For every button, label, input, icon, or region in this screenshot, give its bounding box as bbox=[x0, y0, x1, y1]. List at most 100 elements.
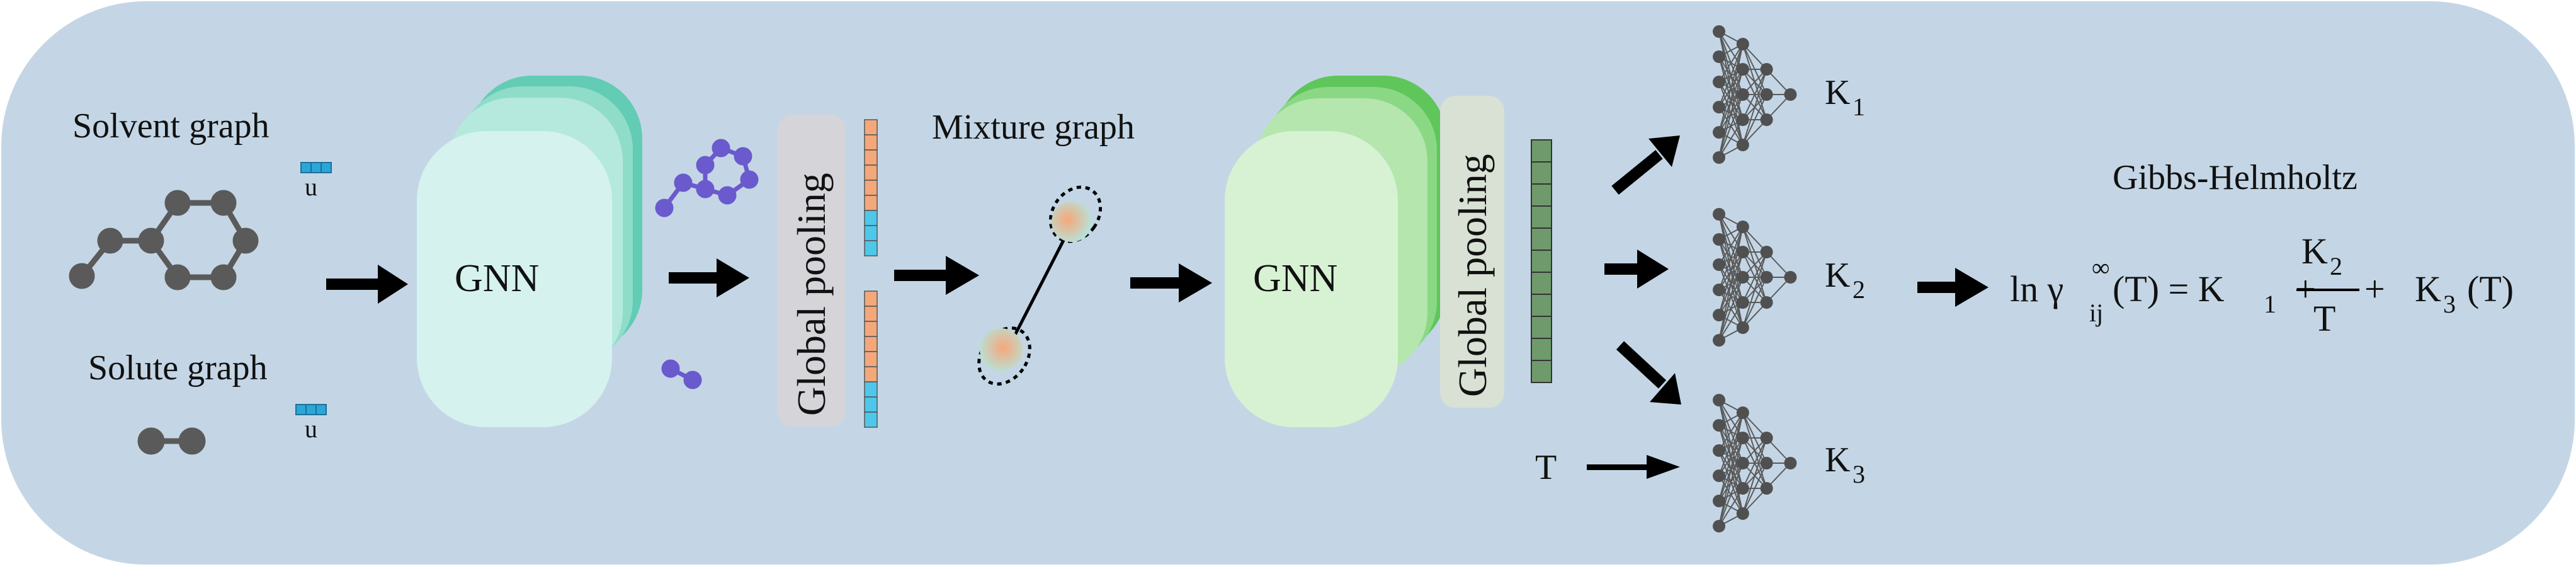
nn-edge bbox=[1718, 226, 1744, 265]
solvent-graph-label: Solvent graph bbox=[72, 106, 270, 146]
pooled-vector-solute bbox=[864, 290, 878, 428]
nn-node bbox=[1760, 113, 1773, 126]
nn-node bbox=[1760, 88, 1773, 101]
global-pooling-2: Global pooling bbox=[1440, 96, 1504, 408]
nn-edge bbox=[1718, 226, 1744, 341]
nn-node bbox=[1713, 50, 1725, 63]
nn-node bbox=[1713, 309, 1725, 321]
eq-denominator: T bbox=[2313, 298, 2335, 339]
nn-edge bbox=[1718, 226, 1744, 290]
nn-node bbox=[1713, 25, 1725, 38]
nn-node bbox=[1713, 495, 1725, 507]
nn-node bbox=[1760, 246, 1773, 258]
nn-node bbox=[1713, 101, 1725, 113]
nn-edge bbox=[1718, 43, 1744, 108]
nn-node bbox=[1713, 126, 1725, 139]
nn-node bbox=[1760, 63, 1773, 76]
nn-node bbox=[1760, 271, 1773, 284]
neural-network-k1 bbox=[1713, 25, 1797, 164]
k3-label: K bbox=[1825, 440, 1850, 480]
nn-edge bbox=[1718, 488, 1744, 527]
nn-node bbox=[1713, 444, 1725, 457]
nn-node bbox=[1713, 469, 1725, 482]
nn-node bbox=[1736, 296, 1749, 309]
nn-node bbox=[1713, 76, 1725, 88]
nn-node bbox=[1736, 221, 1749, 233]
arrow-t-to-k3 bbox=[1587, 455, 1680, 479]
nn-edge bbox=[1742, 277, 1767, 328]
nn-node bbox=[1784, 457, 1797, 469]
solvent-molecule bbox=[69, 190, 259, 290]
k3-output: K 3 bbox=[1825, 440, 1865, 488]
nn-edge bbox=[1718, 94, 1744, 158]
nn-edge bbox=[1718, 43, 1744, 133]
arrow-pooling-to-mixture bbox=[894, 256, 979, 295]
nn-node bbox=[1784, 88, 1797, 101]
nn-edge bbox=[1742, 437, 1767, 489]
global-pooling-2-label: Global pooling bbox=[1450, 154, 1495, 397]
nn-node bbox=[1736, 63, 1749, 76]
nn-edge bbox=[1742, 437, 1767, 514]
k1-subscript: 1 bbox=[1853, 93, 1865, 121]
nn-node bbox=[1736, 457, 1749, 469]
nn-edge bbox=[1718, 277, 1744, 341]
t-input-label: T bbox=[1535, 448, 1557, 487]
gnn-block-2: GNN bbox=[1225, 76, 1446, 427]
nn-edge bbox=[1742, 251, 1767, 328]
pooled-vector-solvent bbox=[864, 119, 878, 256]
eq-k1-sub: 1 bbox=[2264, 290, 2276, 318]
u-vector-top: u bbox=[300, 162, 332, 201]
gibbs-helmholtz-title: Gibbs-Helmholtz bbox=[2113, 158, 2358, 197]
arrow-gnn-to-pooling bbox=[669, 258, 749, 297]
nn-node bbox=[1736, 139, 1749, 151]
nn-edge bbox=[1718, 412, 1744, 527]
mixture-graph-label: Mixture graph bbox=[932, 108, 1135, 147]
solute-graph-label: Solute graph bbox=[88, 348, 268, 388]
eq-plus-2: + bbox=[2364, 268, 2385, 309]
nn-node bbox=[1736, 113, 1749, 126]
nn-node bbox=[1784, 271, 1797, 284]
arrow-to-k2 bbox=[1604, 250, 1669, 289]
nn-edge bbox=[1718, 412, 1744, 476]
u-label-bottom: u bbox=[305, 415, 317, 443]
nn-edge bbox=[1718, 412, 1744, 502]
eq-k3-sub: 3 bbox=[2443, 290, 2456, 318]
mixture-embedding-vector bbox=[1531, 139, 1552, 383]
arrow-mixture-to-gnn bbox=[1130, 263, 1212, 302]
k2-subscript: 2 bbox=[1853, 275, 1865, 304]
nn-edge bbox=[1718, 119, 1744, 158]
k2-output: K 2 bbox=[1825, 256, 1865, 304]
nn-node bbox=[1713, 520, 1725, 532]
mixture-graph bbox=[977, 185, 1103, 386]
nn-node bbox=[1713, 151, 1725, 164]
k1-label: K bbox=[1825, 73, 1850, 112]
nn-edge bbox=[1718, 251, 1744, 341]
nn-node bbox=[1713, 284, 1725, 296]
nn-edge bbox=[1718, 226, 1744, 316]
nn-node bbox=[1760, 296, 1773, 309]
nn-node bbox=[1736, 432, 1749, 444]
nn-edge bbox=[1742, 69, 1767, 120]
u-vector-bottom: u bbox=[295, 404, 327, 443]
nn-node bbox=[1736, 88, 1749, 101]
nn-edge bbox=[1718, 69, 1744, 158]
nn-edge bbox=[1742, 94, 1767, 146]
nn-edge bbox=[1718, 302, 1744, 341]
eq-numerator: K bbox=[2301, 231, 2328, 272]
global-pooling-1-label: Global pooling bbox=[789, 173, 834, 416]
gibbs-helmholtz-equation: ln γ ∞ ij (T) = K 1 + K 2 T + K 3 (T) bbox=[2010, 231, 2514, 339]
eq-ln-gamma: ln γ bbox=[2010, 268, 2063, 309]
nn-node bbox=[1736, 406, 1749, 419]
nn-edge bbox=[1742, 69, 1767, 146]
nn-node bbox=[1736, 246, 1749, 258]
u-label-top: u bbox=[305, 173, 317, 201]
nn-edge bbox=[1718, 437, 1744, 527]
nn-edge bbox=[1718, 43, 1744, 158]
nn-edge bbox=[1718, 43, 1744, 83]
eq-k3: K bbox=[2415, 268, 2441, 309]
nn-node bbox=[1713, 334, 1725, 347]
gnn-2-label: GNN bbox=[1253, 257, 1337, 300]
eq-numerator-sub: 2 bbox=[2330, 252, 2342, 280]
nn-edge bbox=[1718, 412, 1744, 451]
